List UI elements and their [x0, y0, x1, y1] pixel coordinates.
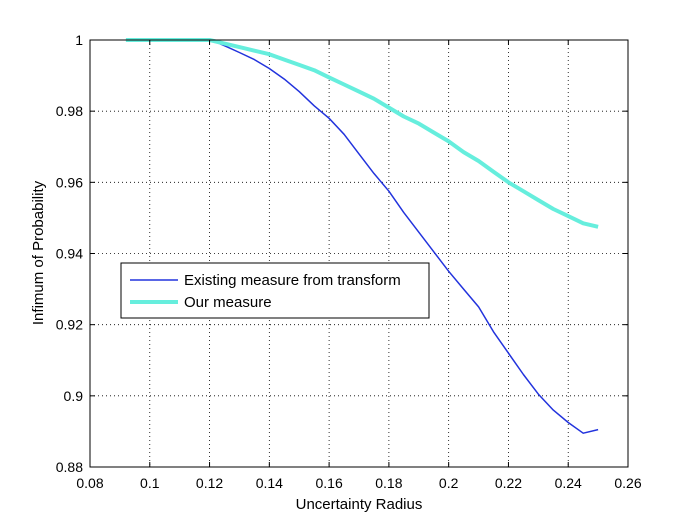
y-axis-label: Infimum of Probability: [30, 180, 47, 325]
series-lines: [125, 38, 599, 434]
y-tick-label: 1: [75, 32, 83, 48]
x-tick-label: 0.08: [76, 475, 103, 491]
y-tick-label: 0.98: [56, 103, 83, 119]
legend-box: [120, 262, 430, 319]
x-tick-label: 0.24: [555, 475, 582, 491]
x-tick-label: 0.2: [439, 475, 459, 491]
x-tick-label: 0.12: [196, 475, 223, 491]
x-tick-label: 0.16: [315, 475, 342, 491]
legend-label-our-measure: Our measure: [184, 294, 272, 311]
y-tick-label: 0.96: [56, 174, 83, 190]
y-tick-label: 0.88: [56, 459, 83, 475]
x-tick-label: 0.18: [375, 475, 402, 491]
x-tick-label: 0.26: [614, 475, 641, 491]
legend-label-existing-measure: Existing measure from transform: [184, 272, 401, 289]
legend: Existing measure from transform Our meas…: [120, 262, 430, 319]
x-tick-label: 0.14: [256, 475, 283, 491]
y-tick-labels: 0.88 0.9 0.92 0.94 0.96 0.98 1: [56, 32, 83, 475]
y-tick-label: 0.92: [56, 317, 83, 333]
series-line-existing-measure: [125, 39, 599, 434]
y-tick-label: 0.94: [56, 246, 83, 262]
x-tick-label: 0.1: [140, 475, 160, 491]
series-line-our-measure: [125, 38, 599, 229]
axis-ticks: [89, 39, 629, 468]
x-tick-label: 0.22: [495, 475, 522, 491]
x-tick-labels: 0.08 0.1 0.12 0.14 0.16 0.18 0.2 0.22 0.24 0.26: [76, 475, 641, 491]
x-axis-label: Uncertainty Radius: [296, 496, 423, 513]
grid-lines: [90, 40, 628, 467]
y-tick-label: 0.9: [64, 388, 84, 404]
